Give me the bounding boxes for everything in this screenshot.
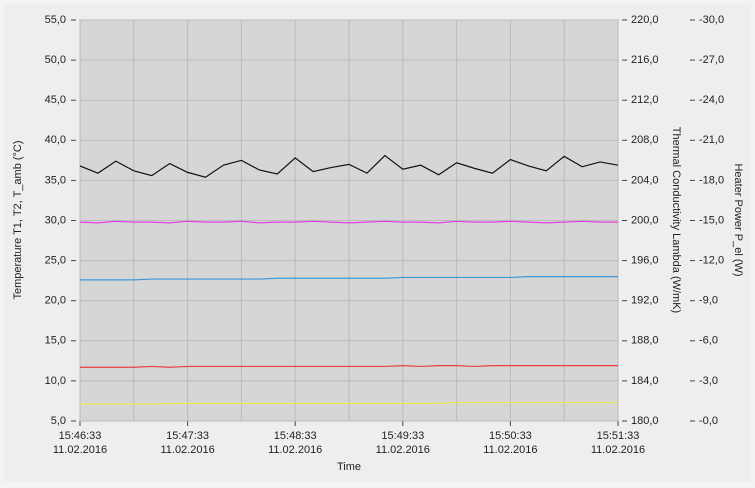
x-tick-date: 11.02.2016 [483, 444, 537, 456]
y-tick-label: 40,0 [45, 134, 66, 146]
x-tick-label: 15:51:33 [597, 430, 640, 442]
y2-tick-label: 204,0 [631, 174, 659, 186]
series-line [79, 220, 618, 224]
y3-tick-label: -12,0 [699, 255, 724, 267]
y3-tick-label: -6,0 [699, 335, 718, 347]
y3-tick-label: -30,0 [699, 14, 724, 26]
x-tick-label: 15:47:33 [166, 430, 209, 442]
y-tick-label: 20,0 [45, 295, 66, 307]
y3-tick-label: -21,0 [699, 134, 724, 146]
series-line [79, 154, 619, 178]
x-tick-label: 15:49:33 [381, 430, 424, 442]
y2-tick-label: 220,0 [631, 14, 659, 26]
y-tick-label: 30,0 [45, 214, 66, 226]
y3-axis-title: Heater Power P_el (W) [732, 163, 744, 276]
y3-tick-label: -24,0 [699, 94, 724, 106]
y-tick-label: 15,0 [45, 335, 66, 347]
y-tick-label: 45,0 [45, 94, 66, 106]
y2-tick-label: 180,0 [631, 415, 659, 427]
y2-tick-label: 216,0 [631, 54, 659, 66]
y2-tick-label: 212,0 [631, 94, 659, 106]
y2-axis-title: Thermal Conductivity Lambda (W/mK) [670, 127, 682, 313]
x-tick-date: 11.02.2016 [268, 444, 322, 456]
x-tick-label: 15:48:33 [274, 430, 317, 442]
x-tick-date: 11.02.2016 [160, 444, 214, 456]
x-tick-date: 11.02.2016 [591, 444, 645, 456]
y-tick-label: 10,0 [45, 375, 66, 387]
y2-tick-label: 184,0 [631, 375, 659, 387]
y2-tick-label: 208,0 [631, 134, 659, 146]
y3-tick-label: -18,0 [699, 174, 724, 186]
y2-tick-label: 192,0 [631, 295, 659, 307]
series-line [80, 276, 618, 281]
y3-tick-label: -27,0 [699, 54, 724, 66]
series-line [80, 401, 618, 405]
y3-tick-label: -3,0 [699, 375, 718, 387]
x-tick-date: 11.02.2016 [53, 444, 107, 456]
x-axis-title: Time [337, 461, 361, 473]
x-tick-label: 15:46:33 [59, 430, 102, 442]
y3-tick-label: -9,0 [699, 295, 718, 307]
y2-tick-label: 188,0 [631, 335, 659, 347]
series-line [80, 365, 618, 368]
y-tick-label: 55,0 [45, 14, 66, 26]
y-tick-label: 5,0 [51, 415, 66, 427]
y-tick-label: 50,0 [45, 54, 66, 66]
y-tick-label: 35,0 [45, 174, 66, 186]
y-tick-label: 25,0 [45, 255, 66, 267]
y-axis-title: Temperature T1, T2, T_amb (°C) [12, 140, 24, 299]
y3-tick-label: -15,0 [699, 214, 724, 226]
y2-tick-label: 200,0 [631, 214, 659, 226]
y3-tick-label: -0,0 [699, 415, 718, 427]
x-tick-label: 15:50:33 [489, 430, 532, 442]
x-tick-date: 11.02.2016 [376, 444, 430, 456]
y2-tick-label: 196,0 [631, 255, 659, 267]
